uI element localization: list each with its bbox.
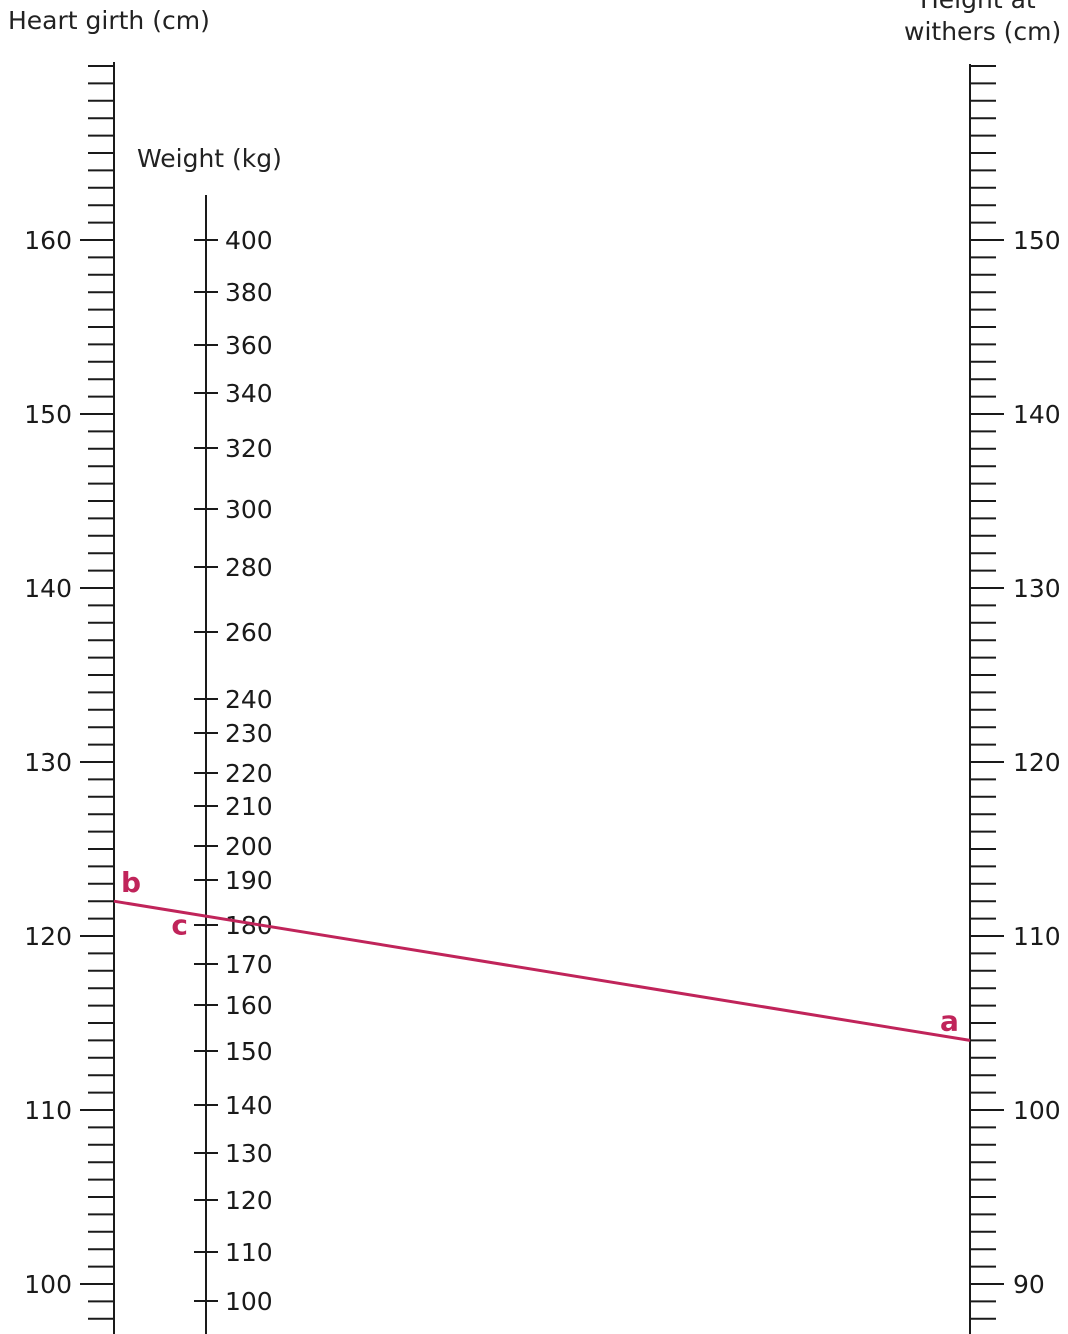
weight-tick-label: 230 (225, 719, 273, 748)
heart-girth-tick-label: 150 (24, 400, 72, 429)
weight-tick-label: 100 (225, 1287, 273, 1316)
height-tick-label: 140 (1013, 400, 1061, 429)
weight-tick-label: 220 (225, 759, 273, 788)
weight-tick-label: 210 (225, 792, 273, 821)
heart-girth-tick-label: 110 (24, 1096, 72, 1125)
weight-tick-label: 140 (225, 1091, 273, 1120)
weight-tick-label: 120 (225, 1186, 273, 1215)
reading-line-group: a bc (113, 866, 971, 1042)
weight-tick-label: 160 (225, 991, 273, 1020)
weight-tick-label: 200 (225, 832, 273, 861)
point-label-c: c (171, 909, 188, 942)
weight-tick-label: 110 (225, 1238, 273, 1267)
heart-girth-scale: 100 110 120 130 140 150 160 (24, 62, 115, 1334)
reading-line (113, 899, 971, 1042)
heart-girth-tick-label: 100 (24, 1270, 72, 1299)
weight-tick-label: 400 (225, 226, 273, 255)
heart-girth-tick-label: 140 (24, 574, 72, 603)
point-label-b: b (121, 866, 141, 899)
weight-tick-label: 170 (225, 950, 273, 979)
weight-tick-label: 130 (225, 1139, 273, 1168)
heart-girth-tick-label: 160 (24, 226, 72, 255)
height-tick-label: 150 (1013, 226, 1061, 255)
height-title-line2: withers (cm) (904, 17, 1062, 46)
heart-girth-title: Heart girth (cm) (8, 6, 210, 35)
weight-tick-label: 340 (225, 379, 273, 408)
weight-tick-label: 150 (225, 1037, 273, 1066)
weight-tick-label: 320 (225, 434, 273, 463)
weight-tick-label: 190 (225, 866, 273, 895)
height-tick-label: 130 (1013, 574, 1061, 603)
height-tick-label: 90 (1013, 1270, 1045, 1299)
weight-tick-label: 380 (225, 278, 273, 307)
point-label-a: a (940, 1004, 959, 1037)
weight-tick-label: 240 (225, 685, 273, 714)
weight-tick-label: 300 (225, 495, 273, 524)
height-tick-label: 110 (1013, 922, 1061, 951)
heart-girth-tick-label: 130 (24, 748, 72, 777)
weight-tick-label: 280 (225, 553, 273, 582)
height-scale: 90 100 110 120 130 140 150 (969, 64, 1061, 1334)
heart-girth-tick-label: 120 (24, 922, 72, 951)
weight-scale: 1001101201301401501601701801902002102202… (194, 195, 273, 1334)
height-title-line1: Height at (920, 0, 1036, 12)
height-tick-label: 120 (1013, 748, 1061, 777)
weight-title: Weight (kg) (137, 144, 282, 173)
weight-tick-label: 260 (225, 618, 273, 647)
weight-tick-label: 360 (225, 331, 273, 360)
height-tick-label: 100 (1013, 1096, 1061, 1125)
